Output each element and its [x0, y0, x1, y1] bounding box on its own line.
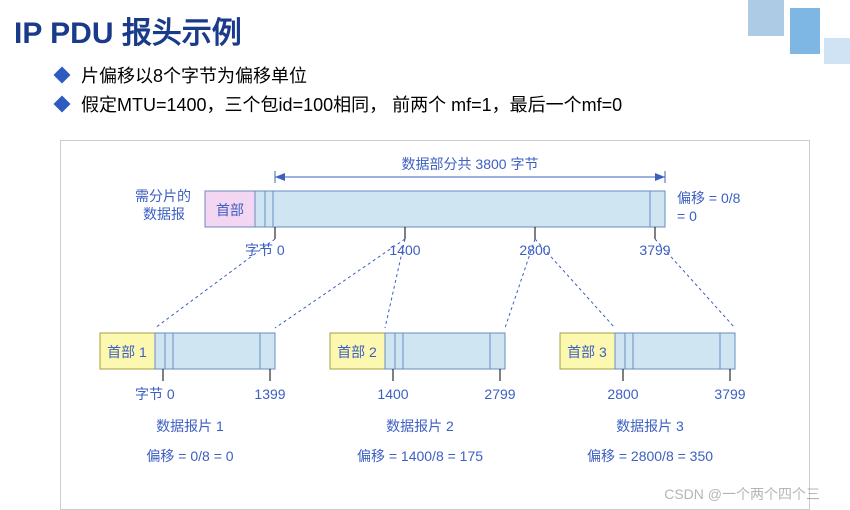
frag3-offset: 偏移 = 2800/8 = 350	[587, 448, 713, 464]
diagram: 数据部分共 3800 字节 需分片的 数据报 首部 偏移 = 0/8 = 0 字…	[60, 140, 810, 510]
frag2-start: 1400	[377, 386, 408, 402]
frag1-start: 字节 0	[135, 386, 175, 402]
orig-header-label: 首部	[216, 202, 244, 218]
fragmentation-diagram: 数据部分共 3800 字节 需分片的 数据报 首部 偏移 = 0/8 = 0 字…	[75, 153, 795, 498]
diamond-icon	[54, 95, 71, 112]
frag1-offset: 偏移 = 0/8 = 0	[146, 448, 233, 464]
frag1-header: 首部 1	[107, 344, 147, 360]
orig-left-label: 需分片的	[135, 188, 191, 204]
tick-label: 1400	[389, 242, 420, 258]
tick-label: 3799	[639, 242, 670, 258]
bullet-item: 假定MTU=1400，三个包id=100相同， 前两个 mf=1，最后一个mf=…	[56, 91, 850, 120]
frag3-header: 首部 3	[567, 344, 607, 360]
bullet-list: 片偏移以8个字节为偏移单位 假定MTU=1400，三个包id=100相同， 前两…	[0, 58, 850, 130]
frag1-end: 1399	[254, 386, 285, 402]
page-title: IP PDU 报头示例	[0, 0, 850, 58]
frag2-header: 首部 2	[337, 344, 377, 360]
top-range-label: 数据部分共 3800 字节	[402, 156, 539, 172]
diamond-icon	[54, 67, 71, 84]
frag2-end: 2799	[484, 386, 515, 402]
frag2-name: 数据报片 2	[386, 418, 454, 434]
bullet-text: 假定MTU=1400，三个包id=100相同， 前两个 mf=1，最后一个mf=…	[81, 95, 622, 115]
watermark: CSDN @一个两个四个三	[664, 484, 820, 504]
frag3-name: 数据报片 3	[616, 418, 684, 434]
bullet-text: 片偏移以8个字节为偏移单位	[81, 66, 307, 86]
frag2-offset: 偏移 = 1400/8 = 175	[357, 448, 483, 464]
tick-label: 2800	[519, 242, 550, 258]
orig-right-label: 偏移 = 0/8	[677, 190, 741, 206]
orig-right-label: = 0	[677, 208, 697, 224]
frag3-start: 2800	[607, 386, 638, 402]
corner-decoration	[730, 0, 850, 70]
orig-left-label: 数据报	[143, 206, 185, 222]
frag1-name: 数据报片 1	[156, 418, 224, 434]
byte0-label: 字节 0	[245, 242, 285, 258]
frag3-end: 3799	[714, 386, 745, 402]
